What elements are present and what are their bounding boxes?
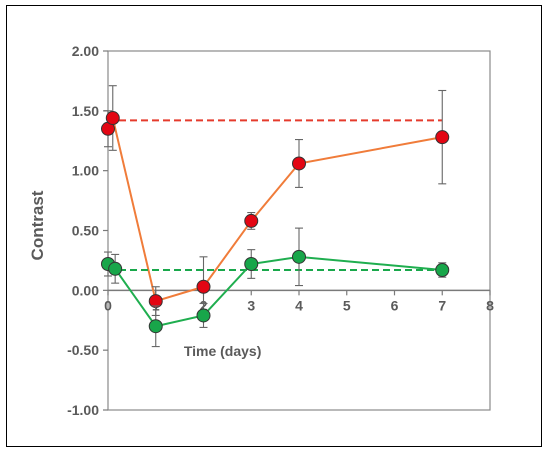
series-1	[101, 227, 450, 348]
contrast-chart: 2.001.501.000.500.00-0.50-1.00 012345678…	[28, 43, 494, 418]
data-point	[292, 249, 306, 264]
y-tick-label: -0.50	[67, 342, 99, 358]
data-point	[196, 279, 211, 294]
y-axis-ticks: 2.00 1.50 1.00 0.50 0.00 -0.50 -1.00	[67, 43, 108, 418]
data-point	[292, 156, 306, 171]
y-tick-label: 1.00	[72, 163, 99, 179]
series-0	[101, 85, 450, 318]
chart-frame: 2.001.501.000.500.00-0.50-1.00 012345678…	[6, 5, 542, 447]
y-tick-label: -1.00	[67, 402, 99, 418]
data-point	[196, 308, 211, 323]
data-point	[435, 130, 450, 145]
y-tick-label: 2.00	[72, 43, 99, 59]
y-tick-label: 0.50	[72, 223, 99, 239]
data-point	[244, 213, 259, 228]
data-point	[244, 257, 259, 272]
series-line	[107, 114, 443, 303]
data-point	[148, 319, 163, 334]
x-tick-label: 5	[343, 297, 351, 313]
data-point	[435, 262, 450, 277]
x-tick-label: 6	[391, 297, 399, 313]
y-tick-label: 0.00	[72, 282, 99, 298]
x-tick-label: 7	[438, 297, 446, 313]
x-axis-title: Time (days)	[184, 343, 262, 359]
series-layer	[101, 85, 450, 348]
data-point	[105, 111, 120, 126]
y-tick-label: 1.50	[72, 103, 99, 119]
y-axis-title: Contrast	[28, 190, 47, 260]
x-tick-label: 0	[104, 297, 112, 313]
data-point	[108, 261, 123, 276]
x-tick-label: 4	[295, 297, 303, 313]
x-tick-label: 3	[247, 297, 255, 313]
x-tick-label: 8	[486, 297, 494, 313]
